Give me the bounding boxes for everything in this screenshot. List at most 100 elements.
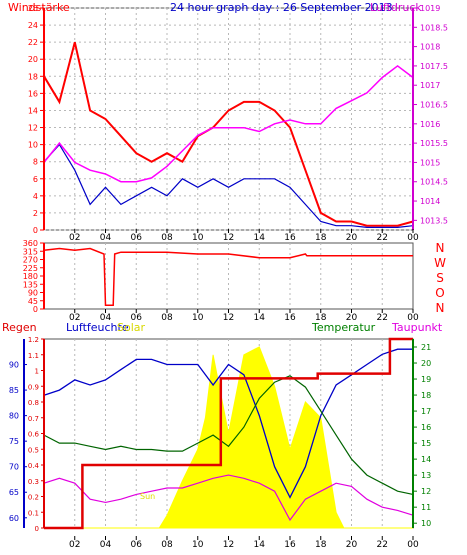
temperature-tick-label: 20 <box>421 359 431 368</box>
x-tick-label: 04 <box>100 540 112 550</box>
wind-average-line <box>43 143 414 228</box>
x-tick-label: 12 <box>223 233 234 243</box>
pressure-line <box>43 64 414 183</box>
pressure-tick-label: 1015 <box>420 158 440 167</box>
x-tick-label: 22 <box>377 540 388 550</box>
direction-tick-label: 270 <box>23 256 38 265</box>
pressure-axis-title: Luftdruck <box>370 1 422 14</box>
direction-label: O <box>435 286 444 300</box>
temperature-tick-label: 13 <box>421 471 431 480</box>
x-tick-label: 10 <box>192 233 204 243</box>
direction-tick-label: 90 <box>28 289 38 298</box>
direction-tick-label: 0 <box>33 305 38 314</box>
rain-tick-label: 0.1 <box>28 509 39 517</box>
wind-pressure-series <box>43 41 414 228</box>
pressure-tick-label: 1019 <box>420 4 440 13</box>
wind-tick-label: 22 <box>28 38 38 47</box>
rain-humidity-temp-axes: 0 0.1 0.2 0.3 0.4 0.5 0.6 0.7 0.8 0.9 1 1.1 1.2 60 65 7… <box>9 336 431 550</box>
temperature-tick-label: 17 <box>421 407 431 416</box>
temperature-tick-label: 16 <box>421 423 431 432</box>
pressure-tick-label: 1016 <box>420 120 440 129</box>
rain-humidity-temp-series <box>43 337 414 530</box>
wind-tick-label: 6 <box>33 175 38 184</box>
wind-pressure-grid <box>44 7 413 231</box>
pressure-tick-label: 1014.5 <box>420 178 448 187</box>
x-tick-label: 14 <box>254 540 266 550</box>
x-tick-label: 14 <box>254 233 266 243</box>
direction-label: W <box>434 256 446 270</box>
wind-tick-label: 0 <box>33 226 38 235</box>
x-tick-label: 14 <box>254 313 266 323</box>
humidity-tick-label: 80 <box>9 412 19 421</box>
wind-tick-label: 4 <box>33 192 38 201</box>
humidity-tick-label: 85 <box>9 386 19 395</box>
pressure-tick-label: 1015.5 <box>420 139 448 148</box>
direction-tick-label: 225 <box>23 264 38 273</box>
x-tick-label: 22 <box>377 233 388 243</box>
direction-tick-label: 135 <box>23 280 38 289</box>
wind-pressure-axes: 024681012141618202224261013.510141014.51… <box>28 4 448 243</box>
solar-title: Solar <box>117 321 146 334</box>
x-tick-label: 16 <box>284 540 296 550</box>
x-tick-label: 06 <box>131 313 143 323</box>
wind-tick-label: 14 <box>28 106 38 115</box>
x-tick-label: 20 <box>346 540 358 550</box>
x-tick-label: 02 <box>69 313 80 323</box>
humidity-tick-label: 65 <box>9 488 19 497</box>
wind-tick-label: 24 <box>28 21 38 30</box>
x-tick-label: 00 <box>407 540 419 550</box>
pressure-tick-label: 1014 <box>420 197 440 206</box>
direction-tick-label: 180 <box>23 272 38 281</box>
rain-tick-label: 0.7 <box>28 415 39 423</box>
pressure-tick-label: 1018.5 <box>420 23 448 32</box>
wind-gust-line <box>43 41 414 227</box>
humidity-tick-label: 60 <box>9 514 19 523</box>
rain-tick-label: 0.8 <box>28 399 39 407</box>
wind-tick-label: 18 <box>28 72 38 81</box>
x-tick-label: 08 <box>161 233 173 243</box>
wind-tick-label: 12 <box>28 124 38 133</box>
direction-label: N <box>436 301 445 315</box>
temperature-title: Temperatur <box>311 321 376 334</box>
x-tick-label: 00 <box>407 313 419 323</box>
wind-tick-label: 8 <box>33 158 38 167</box>
x-tick-label: 22 <box>377 313 388 323</box>
sun-label: Sun <box>140 492 155 501</box>
x-tick-label: 12 <box>223 313 234 323</box>
rain-tick-label: 1.1 <box>28 352 39 360</box>
x-tick-label: 10 <box>192 540 204 550</box>
x-tick-label: 20 <box>346 313 358 323</box>
x-tick-label: 06 <box>131 233 143 243</box>
x-tick-label: 16 <box>284 233 296 243</box>
rain-tick-label: 1 <box>35 368 39 376</box>
temperature-tick-label: 18 <box>421 391 431 400</box>
x-tick-label: 04 <box>100 233 112 243</box>
direction-tick-label: 315 <box>23 247 38 256</box>
temperature-tick-label: 21 <box>421 343 431 352</box>
temperature-tick-label: 19 <box>421 375 431 384</box>
rain-tick-label: 0.4 <box>28 462 40 470</box>
x-tick-label: 02 <box>69 233 80 243</box>
direction-series <box>43 247 413 307</box>
x-tick-label: 18 <box>315 313 327 323</box>
humidity-tick-label: 70 <box>9 463 19 472</box>
direction-label: S <box>436 271 444 285</box>
temperature-line <box>43 375 414 495</box>
humidity-title: Luftfeuchte <box>66 321 129 334</box>
rain-title: Regen <box>2 321 37 334</box>
wind-tick-label: 2 <box>33 209 38 218</box>
x-tick-label: 08 <box>161 540 173 550</box>
solar-area <box>44 346 413 529</box>
chart-title: 24 hour graph day : 26 September 2013 <box>170 1 393 14</box>
x-tick-label: 18 <box>315 233 327 243</box>
x-tick-label: 06 <box>131 540 143 550</box>
temperature-tick-label: 15 <box>421 439 431 448</box>
rain-tick-label: 0 <box>35 525 39 533</box>
rain-tick-label: 0.5 <box>28 446 39 454</box>
x-tick-label: 04 <box>100 313 112 323</box>
x-tick-label: 08 <box>161 313 173 323</box>
x-tick-label: 20 <box>346 233 358 243</box>
wind-tick-label: 16 <box>28 89 38 98</box>
